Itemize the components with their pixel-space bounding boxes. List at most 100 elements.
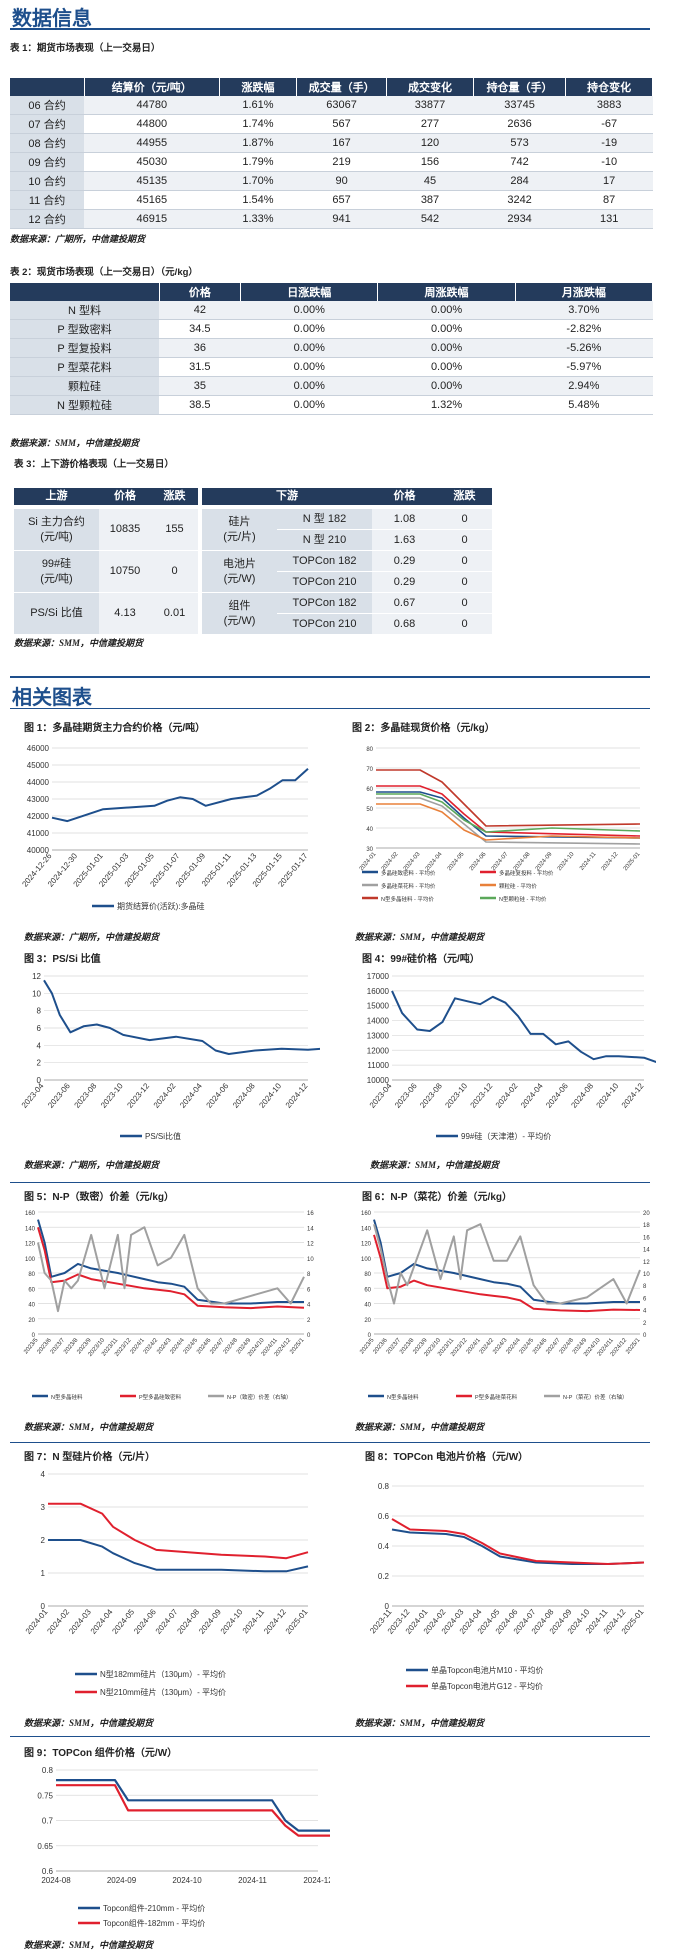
futures-cell: 44800 [84, 114, 220, 134]
x-tick-label: 2024-12 [303, 1876, 330, 1885]
updown-header-cell: 价格 [99, 488, 151, 506]
x-tick-label: 2024-08 [569, 1081, 595, 1110]
y-tick-label: 46000 [27, 744, 50, 753]
x-tick-label: 2024-02 [381, 851, 400, 872]
fig9-title: 图 9：TOPCon 组件价格（元/W） [24, 1748, 178, 1759]
x-tick-label: 2023-10 [99, 1081, 125, 1110]
upstream-price: 4.13 [99, 593, 151, 635]
updown-header-cell: 上游 [14, 488, 99, 506]
spot-cell: 0.00% [377, 301, 516, 320]
downstream-item: N 型 210 [277, 530, 372, 551]
y-tick-label: 0.7 [42, 1817, 54, 1826]
futures-header-cell: 成交量（手） [296, 78, 388, 96]
fig1-chart: 400004100042000430004400045000460002024-… [20, 744, 310, 911]
y-tick-label: 41000 [27, 829, 50, 838]
divider [10, 1182, 650, 1183]
y-tick-label: 0.2 [378, 1572, 390, 1581]
upstream-name: 99#硅 (元/吨) [14, 551, 99, 593]
downstream-change: 0 [437, 509, 492, 530]
futures-cell: 63067 [296, 96, 387, 115]
y-tick-label: 11000 [367, 1061, 389, 1070]
y-tick-label: 80 [28, 1272, 35, 1278]
series-line-2 [56, 1784, 330, 1837]
downstream-change: 0 [437, 551, 492, 572]
fig4-title: 图 4：99#硅价格（元/吨） [362, 954, 480, 965]
futures-cell: 90 [296, 171, 387, 191]
futures-header-cell: 涨跌幅 [219, 78, 298, 96]
x-tick-label: 2024-10 [257, 1081, 283, 1110]
downstream-item: TOPCon 182 [277, 593, 372, 614]
downstream-group-unit: (元/片) [223, 530, 256, 543]
spot-row-label: P 型复投料 [10, 338, 160, 358]
y2-tick-label: 0 [643, 1333, 647, 1339]
updown-header-cell: 涨跌 [151, 488, 198, 506]
y-tick-label: 0.6 [378, 1512, 390, 1521]
series-line-2 [391, 1518, 645, 1565]
legend-label: N型多晶硅料 [387, 1393, 419, 1401]
downstream-item: N 型 182 [277, 509, 372, 530]
y2-tick-label: 4 [643, 1309, 647, 1315]
upstream-change: 0.01 [151, 593, 198, 635]
futures-cell: 44780 [84, 96, 220, 115]
futures-cell: 219 [296, 152, 387, 172]
divider [10, 1442, 650, 1443]
x-tick-label: 2024-12 [620, 1081, 646, 1110]
x-tick-label: 2024-04 [178, 1081, 204, 1110]
futures-row-label: 11 合约 [10, 190, 85, 210]
spot-header-cell: 月涨跌幅 [515, 283, 654, 301]
fig3-title: 图 3：PS/Si 比值 [24, 954, 101, 965]
table2-source: 数据来源：SMM，中信建投期货 [10, 438, 140, 448]
series-line-1 [51, 767, 309, 823]
legend-label: N型颗粒硅 - 平均价 [499, 895, 547, 903]
legend-label: N型多晶硅料 [51, 1393, 83, 1401]
x-tick-label: 2024-08 [231, 1081, 257, 1110]
futures-cell: -10 [565, 152, 653, 172]
y-tick-label: 13000 [367, 1031, 390, 1040]
x-tick-label: 2023-12 [469, 1081, 495, 1110]
y-tick-label: 140 [25, 1226, 36, 1232]
spot-row: N 型料 42 0.00% 0.00% 3.70% [10, 301, 653, 320]
downstream-group-name: 硅片 [228, 515, 251, 528]
series-line-2 [376, 785, 641, 837]
y2-tick-label: 14 [307, 1226, 314, 1232]
downstream-price: 0.68 [372, 614, 437, 635]
y2-tick-label: 10 [307, 1257, 314, 1263]
spot-table: 价格 日涨跌幅 周涨跌幅 月涨跌幅 N 型料 42 0.00% 0.00% 3.70% P 型致密… [10, 283, 654, 415]
section-rule-3 [10, 708, 650, 709]
spot-cell: 0.00% [377, 319, 516, 339]
legend-label: PS/Si比值 [145, 1131, 181, 1141]
section-rule [10, 28, 650, 30]
y-tick-label: 100 [361, 1257, 372, 1263]
downstream-change: 0 [437, 530, 492, 551]
y2-tick-label: 4 [307, 1303, 311, 1309]
table3-caption: 表 3：上下游价格表现（上一交易日） [14, 459, 174, 470]
futures-row-label: 09 合约 [10, 152, 85, 172]
y-tick-label: 0.6 [42, 1867, 54, 1876]
y-tick-label: 20 [28, 1318, 35, 1324]
updown-header-cell: 下游 [202, 488, 372, 506]
y2-tick-label: 2 [307, 1318, 311, 1324]
futures-header-row: 结算价（元/吨） 涨跌幅 成交量（手） 成交变化 持仓量（手） 持仓变化 [10, 78, 653, 96]
y-tick-label: 15000 [367, 1002, 390, 1011]
futures-row: 07 合约 44800 1.74% 567 277 2636 -67 [10, 114, 653, 134]
x-tick-label: 2023-06 [46, 1081, 72, 1110]
futures-row-label: 07 合约 [10, 114, 85, 134]
upstream-change: 0 [151, 551, 198, 593]
y-tick-label: 4 [37, 1041, 42, 1050]
spot-cell: 31.5 [159, 357, 241, 377]
legend-label: 单晶Topcon电池片G12 - 平均价 [431, 1681, 543, 1691]
upstream-name-line: Si 主力合约 [28, 515, 85, 528]
y-tick-label: 0 [32, 1333, 36, 1339]
fig5-chart: 02040608010012014016002468101214162023/5… [23, 1211, 314, 1401]
spot-row: N 型颗粒硅 38.5 0.00% 1.32% 5.48% [10, 395, 653, 415]
y-tick-label: 3 [41, 1503, 46, 1512]
y2-tick-label: 18 [643, 1223, 650, 1229]
futures-row: 11 合约 45165 1.54% 657 387 3242 87 [10, 190, 653, 210]
x-tick-label: 2023-10 [443, 1081, 469, 1110]
futures-cell: 2636 [473, 114, 566, 134]
upstream-unit: (元/吨) [40, 572, 73, 585]
spot-row: P 型菜花料 31.5 0.00% 0.00% -5.97% [10, 357, 653, 377]
downstream-change: 0 [437, 593, 492, 614]
x-tick-label: 2024-07 [491, 851, 510, 872]
